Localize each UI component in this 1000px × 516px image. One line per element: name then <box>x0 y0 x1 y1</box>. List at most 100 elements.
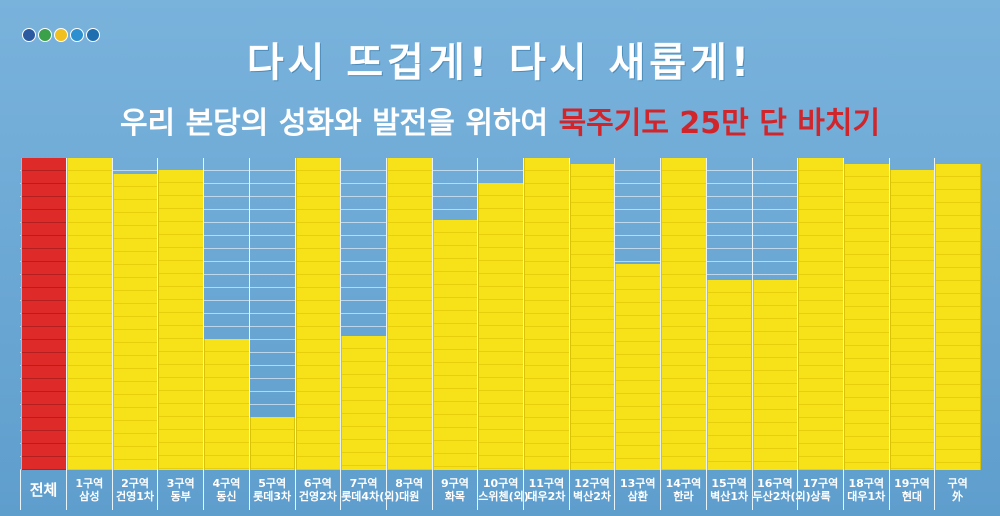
column-label: 5구역 롯데3차 <box>248 470 295 510</box>
column-divider <box>111 158 113 470</box>
column-divider <box>385 158 387 470</box>
progress-column <box>661 158 707 470</box>
column-divider <box>797 158 799 470</box>
column-label-line1: 17구역 <box>802 477 839 490</box>
column-divider <box>340 158 342 470</box>
column-label: 7구역 롯데4차(외) <box>340 470 400 510</box>
board-title: 다시 뜨겁게! 다시 새롭게! <box>246 40 754 86</box>
column-label-line2: 대우2차 <box>527 490 566 503</box>
column-label: 15구역 벽산1차 <box>705 470 752 510</box>
progress-column <box>524 158 570 470</box>
progress-column <box>569 158 616 470</box>
progress-column <box>21 158 67 470</box>
progress-fill <box>615 264 662 470</box>
column-divider <box>66 158 67 470</box>
column-divider <box>568 158 570 470</box>
column-label-line2: 外 <box>952 490 964 503</box>
column-label-line2: 대원 <box>399 490 420 503</box>
progress-column <box>295 158 342 470</box>
column-label-line2: 삼환 <box>627 490 648 503</box>
column-label-line2: 스위첸(외) <box>478 490 529 503</box>
column-label-line1: 14구역 <box>665 477 702 490</box>
column-label-line2: 대우1차 <box>847 490 886 503</box>
progress-grid <box>20 158 981 470</box>
column-label: 6구역 건영2차 <box>294 470 341 510</box>
column-label-line2: 동부 <box>170 490 191 503</box>
column-label-line1: 19구역 <box>894 477 930 490</box>
progress-fill <box>752 280 799 470</box>
column-label-line1: 전체 <box>29 480 58 499</box>
column-label-line2: 롯데3차 <box>253 490 292 503</box>
progress-fill <box>524 158 570 470</box>
parish-logo <box>22 28 102 42</box>
column-label-line1: 18구역 <box>848 477 885 490</box>
column-divider <box>614 158 616 470</box>
column-label-line1: 8구역 <box>395 477 424 490</box>
column-label-line2: 동신 <box>216 490 237 503</box>
column-label-line1: 2구역 <box>121 477 149 490</box>
column-label: 11구역 대우2차 <box>523 470 569 510</box>
progress-fill <box>889 170 936 470</box>
column-divider <box>888 158 890 470</box>
progress-fill <box>341 336 387 470</box>
column-label-line2: 벽산2차 <box>573 490 612 503</box>
progress-column <box>706 158 753 470</box>
column-divider <box>157 158 159 470</box>
progress-column <box>935 158 981 470</box>
progress-fill <box>158 170 205 470</box>
progress-column <box>889 158 936 470</box>
subtitle-white-text: 우리 본당의 성화와 발전을 위하여 <box>119 106 549 141</box>
progress-fill <box>935 164 981 470</box>
progress-fill <box>432 220 479 470</box>
progress-column <box>386 158 433 470</box>
column-label-line1: 6구역 <box>303 477 332 490</box>
column-label: 3구역 동부 <box>157 470 203 510</box>
column-label: 8구역 대원 <box>385 470 432 510</box>
column-divider <box>934 158 936 470</box>
column-label-line1: 7구역 <box>349 477 378 490</box>
progress-column <box>843 158 890 470</box>
progress-fill <box>478 183 524 470</box>
progress-fill <box>386 158 433 470</box>
column-label: 전체 <box>20 470 66 510</box>
progress-fill <box>21 158 67 470</box>
column-label-line1: 16구역 <box>757 477 793 490</box>
progress-fill <box>295 158 342 470</box>
subtitle-red-text: 묵주기도 25만 단 바치기 <box>558 106 881 141</box>
progress-column <box>478 158 524 470</box>
column-label: 2구역 건영1차 <box>111 470 158 510</box>
progress-fill <box>112 174 159 470</box>
column-divider <box>842 158 844 470</box>
column-label-line1: 13구역 <box>619 477 656 490</box>
progress-fill <box>798 158 844 470</box>
progress-fill <box>67 158 113 470</box>
progress-fill <box>843 164 890 470</box>
board-subtitle: 우리 본당의 성화와 발전을 위하여 묵주기도 25만 단 바치기 <box>0 98 1000 142</box>
column-divider <box>294 158 296 470</box>
progress-fill <box>204 339 250 470</box>
column-label: 16구역 두산2차(외) <box>751 470 811 510</box>
progress-column <box>798 158 844 470</box>
progress-fill <box>661 158 707 470</box>
progress-column <box>752 158 799 470</box>
progress-column <box>204 158 250 470</box>
column-divider <box>431 158 433 470</box>
column-divider <box>523 158 524 470</box>
column-divider <box>477 158 479 470</box>
column-label-line1: 1구역 <box>75 477 104 490</box>
column-label: 구역 外 <box>934 470 980 510</box>
column-label-line1: 9구역 <box>440 477 469 490</box>
progress-column <box>615 158 662 470</box>
column-label: 12구역 벽산2차 <box>568 470 615 510</box>
column-label-line1: 4구역 <box>212 477 241 490</box>
progress-fill <box>706 280 753 470</box>
column-label-line1: 15구역 <box>711 477 747 490</box>
column-label: 13구역 삼환 <box>614 470 660 510</box>
column-label-line1: 12구역 <box>574 477 610 490</box>
column-label: 17구역 상록 <box>797 470 843 510</box>
column-label-line1: 구역 <box>947 477 968 490</box>
column-label-line2: 롯데4차(외) <box>341 490 400 503</box>
column-label-line2: 상록 <box>810 490 831 503</box>
progress-column <box>158 158 205 470</box>
